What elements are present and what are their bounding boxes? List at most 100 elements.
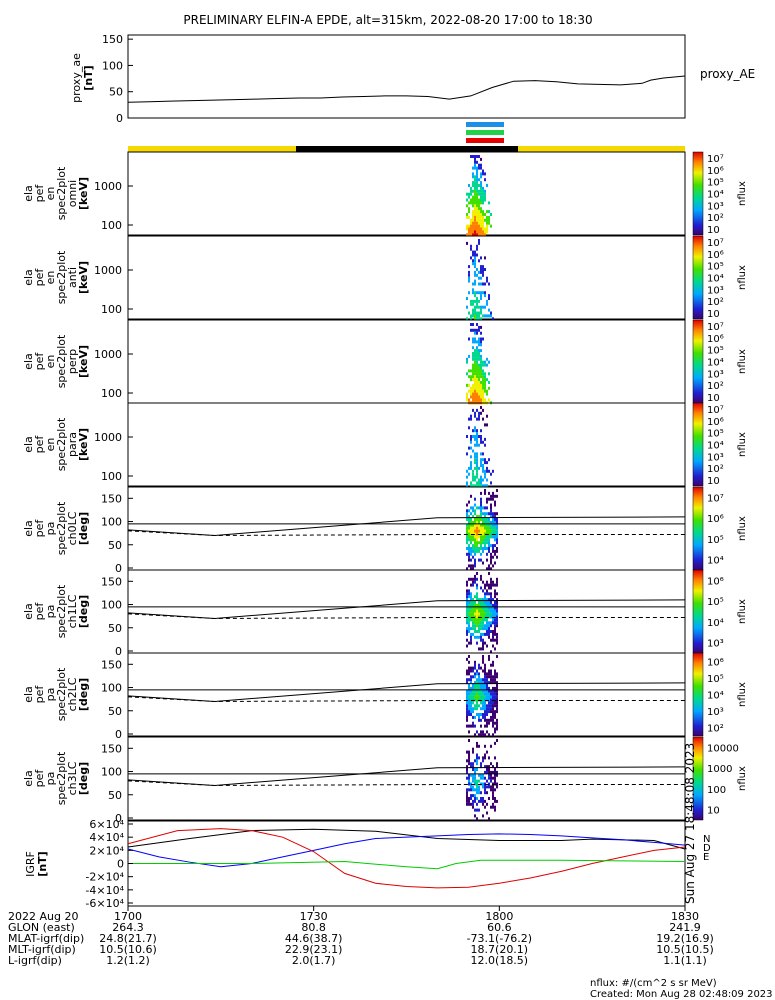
- spectrogram-pixel: [474, 218, 476, 222]
- pitch-pixel: [478, 704, 480, 708]
- spectrogram-pixel: [478, 230, 480, 234]
- pitch-pixel: [496, 675, 498, 679]
- colorbar-tick-label: 10000: [707, 743, 739, 754]
- pitch-pixel: [492, 529, 494, 533]
- spectrogram-pixel: [480, 363, 482, 367]
- pitch-pixel: [494, 609, 496, 613]
- pitch-pixel: [486, 606, 488, 610]
- pitch-pixel: [492, 707, 494, 711]
- proxy-ae-line: [127, 75, 686, 103]
- pitch-pixel: [488, 765, 490, 769]
- pitch-tick-label: 50: [108, 705, 122, 718]
- spectrogram-pixel: [472, 195, 474, 199]
- pitch-pixel: [486, 686, 488, 690]
- colorbar-tick-label: 10³: [707, 639, 724, 650]
- spectrogram-pixel: [476, 311, 478, 315]
- pitch-pixel: [468, 595, 470, 599]
- spectrogram-pixel: [484, 383, 486, 387]
- pitch-pixel: [466, 644, 468, 648]
- pitch-pixel: [494, 672, 496, 676]
- pitch-pixel: [480, 724, 482, 728]
- spectrogram-pixel: [476, 297, 478, 300]
- pitch-pixel: [470, 701, 472, 705]
- spectrogram-pixel: [476, 408, 478, 412]
- pitch-pixel: [484, 765, 486, 769]
- spectrogram-pixel: [468, 466, 470, 470]
- pitch-pixel: [482, 678, 484, 682]
- spectrogram-frame: [127, 235, 686, 320]
- spectrogram-pixel: [476, 224, 478, 228]
- spectrogram-pixel: [468, 184, 470, 187]
- proxy-ae-tick-label: 50: [109, 86, 123, 99]
- pitch-pixel: [472, 532, 474, 536]
- pitch-pixel: [476, 797, 478, 800]
- pitch-pixel: [466, 595, 468, 599]
- colorbar-tick-label: 10: [707, 806, 720, 817]
- spectrogram-pixel: [470, 299, 472, 303]
- spectrogram-pixel: [480, 475, 482, 479]
- pitch-pixel: [490, 805, 492, 809]
- pitch-pixel: [470, 523, 472, 527]
- pitch-pixel: [496, 686, 498, 690]
- spectrogram-pixel: [486, 314, 488, 318]
- footer-line-1: nflux: #/(cm^2 s sr MeV): [590, 978, 717, 989]
- pitch-pixel: [468, 756, 470, 760]
- pitch-pixel: [476, 753, 478, 757]
- spectrogram-pixel: [480, 276, 482, 280]
- spectrogram-pixel: [468, 354, 470, 358]
- pitch-pixel: [492, 704, 494, 708]
- pitch-pixel: [482, 655, 484, 658]
- pitch-pixel: [486, 802, 488, 806]
- spectrogram-pixel: [480, 157, 482, 161]
- spectrogram-pixel: [474, 395, 476, 399]
- spectrogram-pixel: [474, 437, 476, 441]
- pitch-pixel: [472, 666, 474, 670]
- pitch-pixel: [474, 574, 476, 578]
- pitch-pixel: [480, 689, 482, 693]
- spectrogram-pixel: [468, 265, 470, 269]
- spectrogram-pixel: [478, 411, 480, 415]
- spectrogram-pixel: [474, 455, 476, 459]
- spectrogram-pixel: [478, 163, 480, 167]
- spectrogram-pixel: [476, 366, 478, 370]
- spectrogram-pixel: [476, 398, 478, 402]
- spectrogram-frame: [127, 402, 686, 487]
- pitch-pixel: [492, 715, 494, 719]
- spectrogram-pixel: [470, 461, 472, 465]
- pitch-pixel: [468, 684, 470, 687]
- pitch-pixel: [490, 624, 492, 628]
- pitch-pixel: [468, 730, 470, 734]
- pitch-pixel: [474, 561, 476, 565]
- pitch-pixel: [470, 592, 472, 596]
- pitch-tick-label: 50: [108, 622, 122, 635]
- pitch-pixel: [470, 532, 472, 536]
- pitch-pixel: [476, 695, 478, 699]
- spectrogram-pixel: [474, 262, 476, 266]
- energy-spectrogram-panels: 1001000elapefenspec2plotomni[keV]1010²10…: [22, 151, 748, 488]
- spectrogram-pixel: [486, 423, 488, 427]
- spectrogram-pixel: [480, 282, 482, 286]
- spectrogram-pixel: [480, 221, 482, 225]
- pitch-pixel: [488, 606, 490, 610]
- pitch-pixel: [466, 657, 468, 661]
- pitch-pixel: [492, 718, 494, 722]
- pitch-pixel: [466, 788, 468, 792]
- pitch-pixel: [496, 541, 498, 545]
- spectrogram-pixel: [482, 363, 484, 367]
- pitch-pixel: [470, 724, 472, 728]
- pitch-pixel: [470, 666, 472, 670]
- pitch-pixel: [490, 678, 492, 682]
- pitch-pixel: [466, 618, 468, 622]
- pitch-pixel: [496, 532, 498, 536]
- panel-ylabel-line: pef: [33, 352, 46, 371]
- spectrogram-pixel: [480, 389, 482, 393]
- pitch-pixel: [480, 638, 482, 642]
- spectrogram-pixel: [472, 189, 474, 193]
- spectrogram-pixel: [476, 227, 478, 231]
- spectrogram-pixel: [476, 452, 478, 456]
- pitch-tick-label: 50: [108, 789, 122, 802]
- pitch-pixel: [490, 577, 492, 581]
- spectrogram-pixel: [468, 227, 470, 231]
- pitch-pixel: [480, 532, 482, 536]
